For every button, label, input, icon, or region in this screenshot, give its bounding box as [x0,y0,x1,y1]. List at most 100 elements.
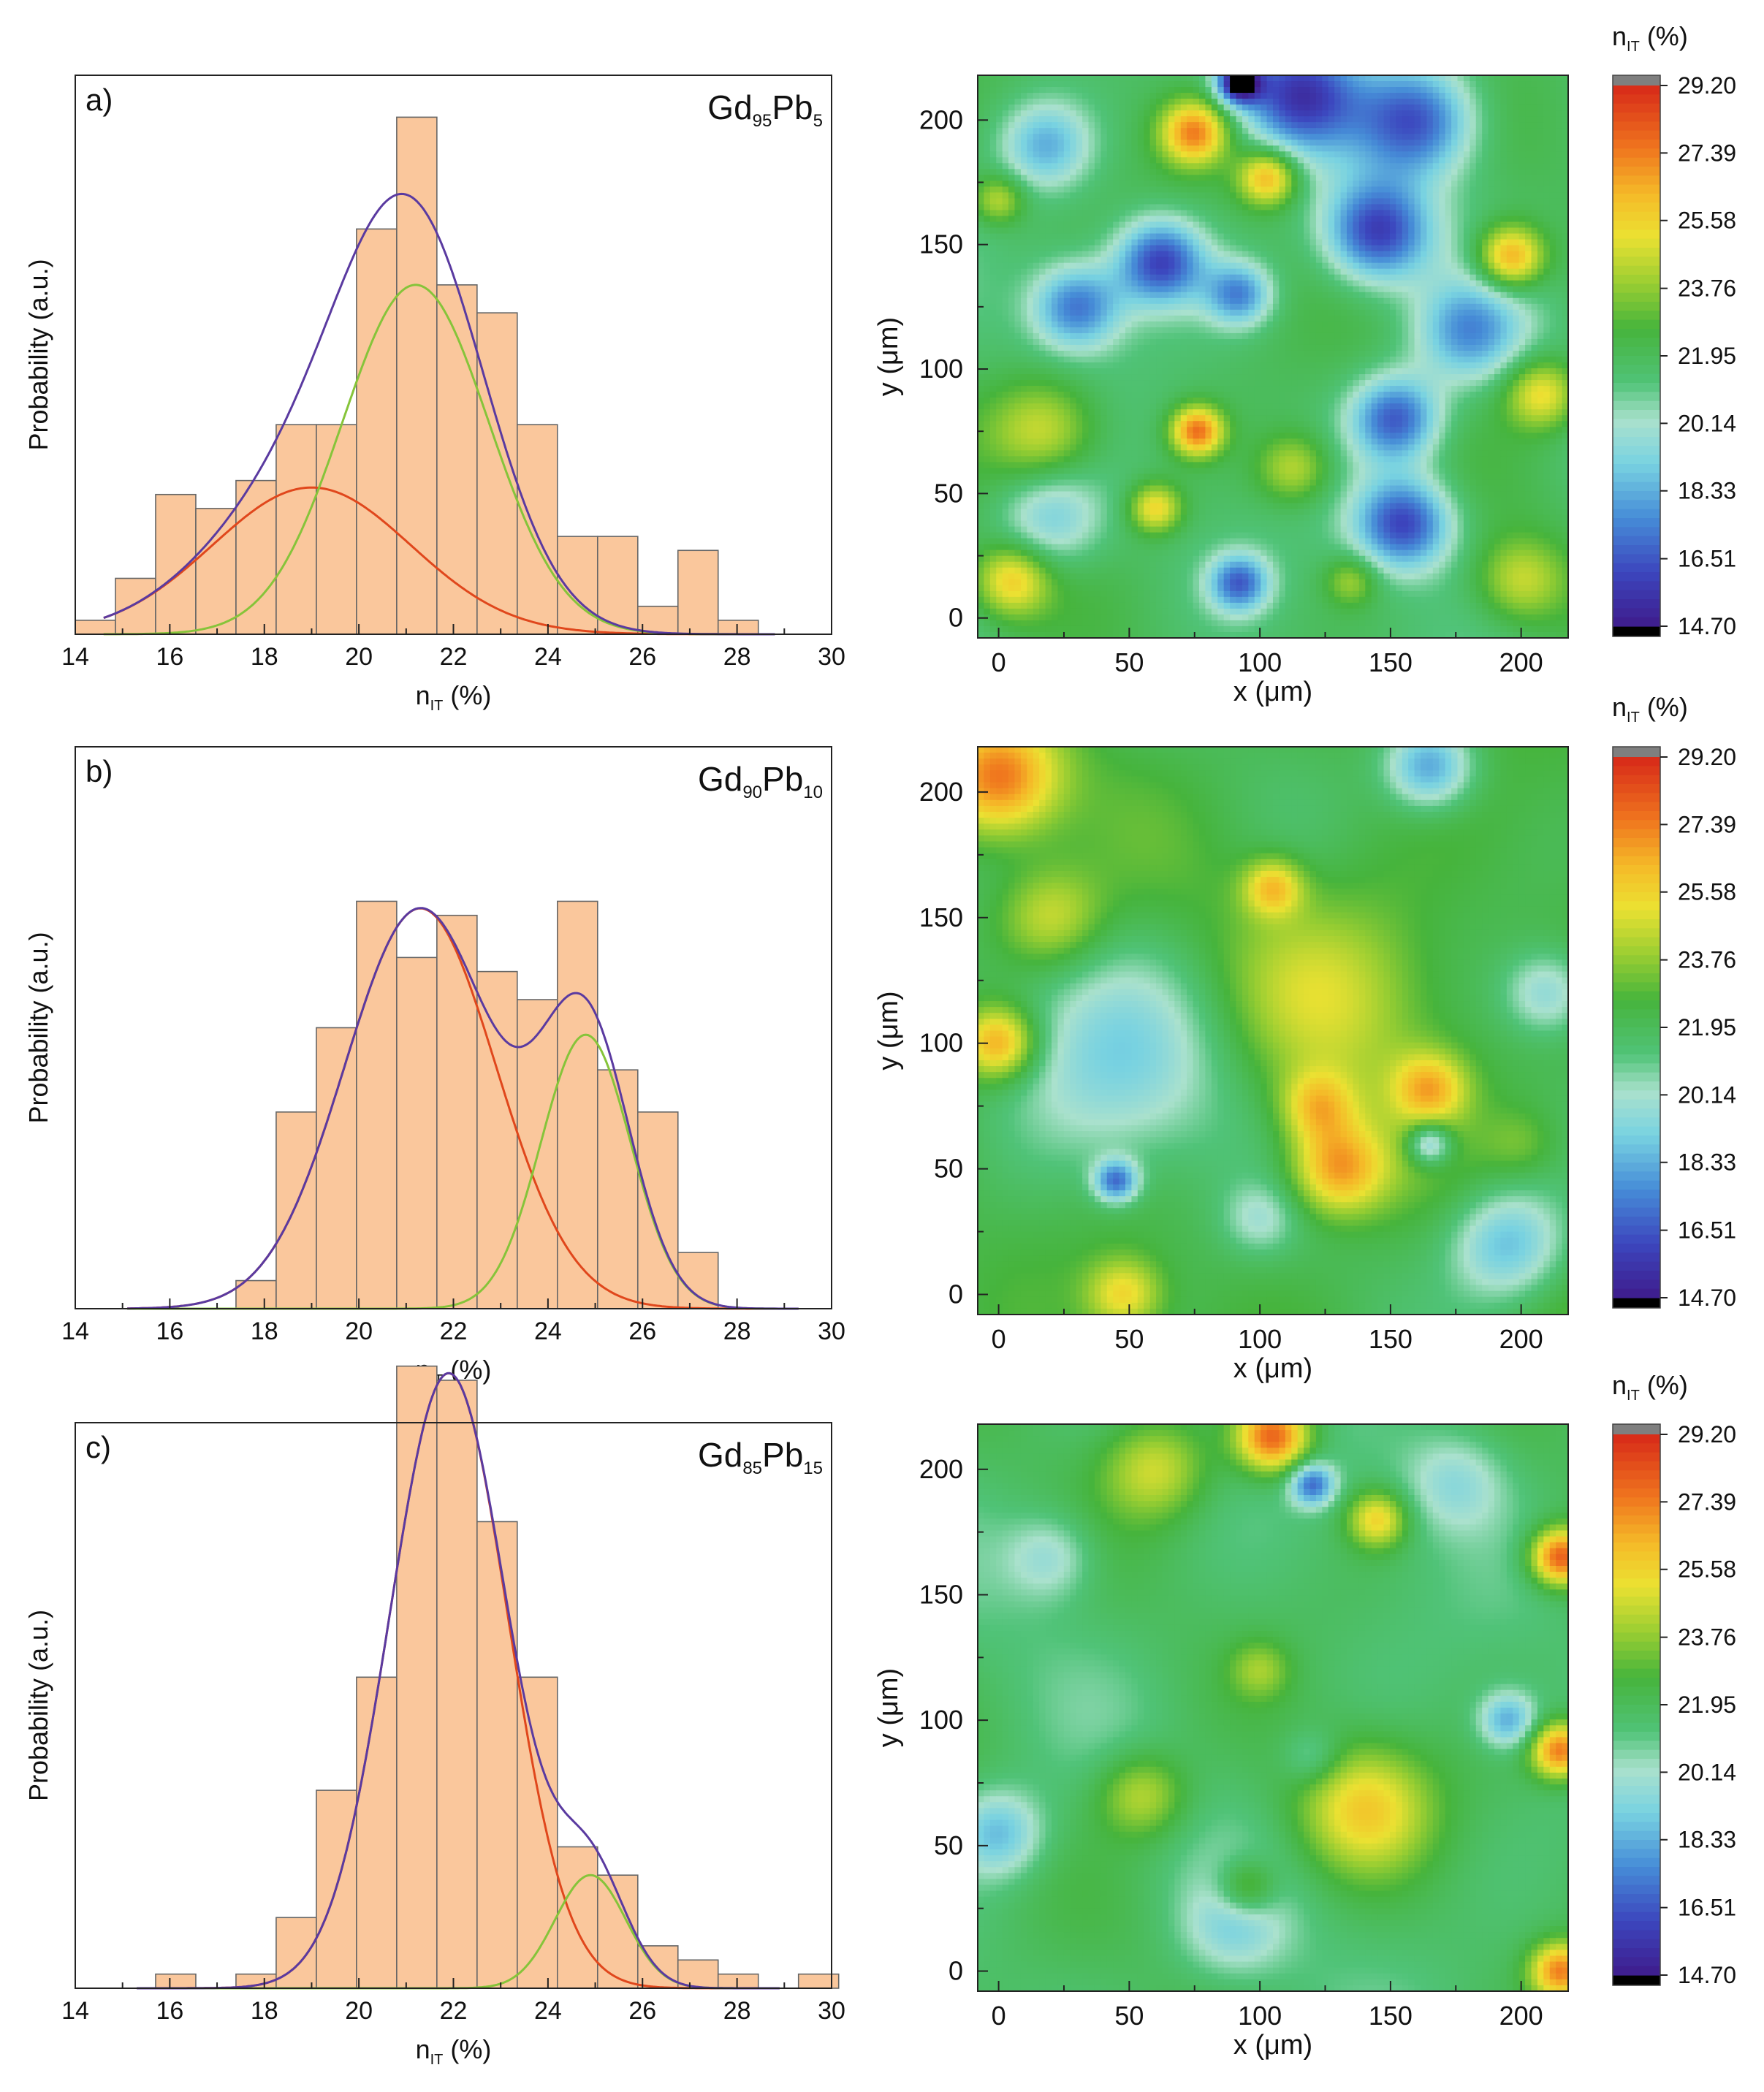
heatmap-cell [996,93,1003,99]
heatmap-cell [1439,286,1446,293]
heatmap-cell [1168,163,1176,170]
heatmap-cell [1248,297,1255,305]
heatmap-cell [1144,145,1151,153]
heatmap-cell [1033,198,1040,205]
heatmap-cell [1408,362,1415,369]
heatmap-cell [1513,350,1520,357]
heatmap-cell [1500,198,1508,205]
heatmap-cell [1482,151,1489,159]
heatmap-cell [1322,157,1329,164]
heatmap-cell [1187,210,1194,217]
heatmap-cell [1291,280,1299,287]
heatmap-cell [1242,350,1250,357]
heatmap-cell [1273,186,1280,194]
heatmap-cell [1383,151,1391,159]
heatmap-cell [984,262,991,270]
heatmap-cell [1174,157,1182,164]
heatmap-cell [1027,221,1034,229]
heatmap-cell [1236,157,1243,164]
heatmap-cell [1426,332,1434,340]
heatmap-cell [1168,303,1176,311]
heatmap-cell [1162,227,1169,235]
heatmap-cell [1291,262,1299,270]
heatmap-cell [1421,93,1428,99]
heatmap-cell [1340,204,1347,211]
heatmap-cell [1020,233,1028,240]
heatmap-cell [1432,239,1440,246]
heatmap-cell [1002,81,1009,88]
heatmap-cell [1156,157,1163,164]
heatmap-cell [1217,204,1225,211]
heatmap-cell [1125,309,1133,316]
heatmap-cell [1556,145,1563,153]
heatmap-cell [1297,116,1304,123]
heatmap-cell [1402,233,1409,240]
heatmap-cell [1180,327,1187,334]
heatmap-cell [1008,256,1016,264]
heatmap-cell [1199,216,1206,223]
heatmap-cell [1236,286,1243,293]
heatmap-cell [1402,116,1409,123]
heatmap-cell [1402,87,1409,94]
heatmap-cell [984,350,991,357]
heatmap-cell [1322,286,1329,293]
heatmap-cell [1027,344,1034,351]
heatmap-cell [1518,256,1526,264]
heatmap-cell [1039,362,1046,369]
heatmap-cell [1358,134,1366,141]
heatmap-cell [1414,93,1421,99]
heatmap-cell [1414,362,1421,369]
heatmap-cell [1365,198,1372,205]
heatmap-cell [1008,169,1016,176]
heatmap-cell [1513,233,1520,240]
heatmap-cell [1266,204,1274,211]
heatmap-cell [1482,256,1489,264]
heatmap-cell [1217,256,1225,264]
heatmap-cell [1334,110,1342,117]
heatmap-cell [1396,163,1403,170]
heatmap-cell [1383,262,1391,270]
heatmap-cell [1377,327,1385,334]
heatmap-cell [1008,262,1016,270]
heatmap-cell [1347,75,1354,82]
heatmap-cell [1279,81,1286,88]
heatmap-cell [1261,274,1268,281]
heatmap-cell [1347,292,1354,299]
heatmap-cell [1328,233,1335,240]
heatmap-cell [1518,303,1526,311]
heatmap-cell [1076,251,1083,258]
heatmap-cell [1291,157,1299,164]
heatmap-cell [1291,332,1299,340]
heatmap-cell [1236,169,1243,176]
alloy-fraction-1: 85 [742,1458,762,1478]
heatmap-cell [1076,116,1083,123]
heatmap-cell [1309,251,1317,258]
heatmap-cell [1070,87,1077,94]
heatmap-cell [996,221,1003,229]
heatmap-cell [1513,245,1520,252]
heatmap-cell [1070,140,1077,147]
heatmap-cell [1371,216,1378,223]
heatmap-cell [1033,292,1040,299]
heatmap-cell [1543,321,1551,328]
heatmap-cell [1543,163,1551,170]
heatmap-cell [1347,239,1354,246]
heatmap-cell [1475,221,1483,229]
heatmap-cell [1254,99,1261,105]
heatmap-cell [1309,233,1317,240]
heatmap-cell [1052,303,1059,311]
heatmap-cell [1273,297,1280,305]
heatmap-cell [1266,99,1274,105]
heatmap-cell [1457,357,1464,363]
heatmap-cell [1070,338,1077,346]
heatmap-cell [1421,140,1428,147]
heatmap-cell [1052,134,1059,141]
heatmap-cell [1414,245,1421,252]
heatmap-cell [1482,204,1489,211]
heatmap-cell [1285,134,1293,141]
heatmap-cell [1328,216,1335,223]
heatmap-cell [1402,157,1409,164]
heatmap-cell [1543,140,1551,147]
heatmap-cell [1266,245,1274,252]
heatmap-cell [1562,303,1568,311]
